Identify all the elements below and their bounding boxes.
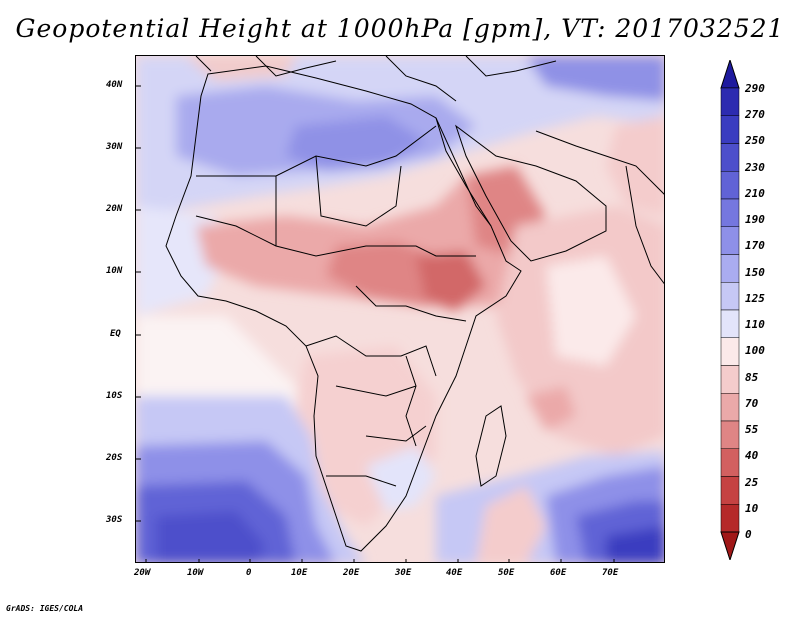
colorbar-label: 125 xyxy=(745,291,765,305)
colorbar-swatch xyxy=(720,448,740,477)
colorbar-top-arrow xyxy=(720,60,740,89)
colorbar-label: 85 xyxy=(745,370,759,384)
lon-label-10e: 10E xyxy=(291,568,308,578)
colorbar-swatch xyxy=(720,171,740,200)
colorbar-label: 250 xyxy=(745,134,765,148)
lon-label-50e: 50E xyxy=(498,568,515,578)
map-title: Geopotential Height at 1000hPa [gpm], VT… xyxy=(15,14,785,43)
colorbar-label: 55 xyxy=(745,423,759,437)
colorbar-swatch xyxy=(720,115,740,144)
grads-credit: GrADS: IGES/COLA xyxy=(6,604,84,613)
colorbar-swatch xyxy=(720,282,740,311)
colorbar-label: 210 xyxy=(745,186,765,200)
lon-label-70e: 70E xyxy=(602,568,619,578)
axis-ticks xyxy=(136,85,615,562)
lon-label-30e: 30E xyxy=(395,568,412,578)
colorbar-label: 110 xyxy=(745,318,765,332)
lon-label-60e: 60E xyxy=(550,568,567,578)
lon-label-40e: 40E xyxy=(446,568,463,578)
colorbar-label: 25 xyxy=(745,475,759,489)
colorbar-swatch xyxy=(720,420,740,449)
colorbar-label: 40 xyxy=(745,449,759,463)
colorbar-swatch xyxy=(720,337,740,366)
lat-label-30n: 30N xyxy=(106,142,123,152)
colorbar-swatch xyxy=(720,198,740,227)
colorbar-label: 100 xyxy=(745,344,765,358)
colorbar-swatch xyxy=(720,254,740,283)
colorbar-swatch xyxy=(720,309,740,338)
colorbar-swatch xyxy=(720,226,740,255)
colorbar-label: 230 xyxy=(745,160,765,174)
geopotential-map xyxy=(135,55,665,563)
colorbar-swatch xyxy=(720,476,740,505)
colorbar-swatch xyxy=(720,504,740,533)
colorbar-label: 270 xyxy=(745,108,765,122)
lat-label-20s: 20S xyxy=(106,453,123,463)
map-canvas xyxy=(136,56,664,562)
lat-label-20n: 20N xyxy=(106,204,123,214)
colorbar-label: 190 xyxy=(745,213,765,227)
colorbar-swatch xyxy=(720,87,740,116)
colorbar-label: 0 xyxy=(745,528,752,541)
colorbar xyxy=(720,60,740,560)
lat-label-eq: EQ xyxy=(110,329,121,339)
colorbar-label: 10 xyxy=(745,501,759,515)
lon-label-0: 0 xyxy=(246,568,252,578)
colorbar-label: 150 xyxy=(745,265,765,279)
colorbar-label: 170 xyxy=(745,239,765,253)
lat-label-10n: 10N xyxy=(106,266,123,276)
lon-label-20e: 20E xyxy=(343,568,360,578)
lat-label-40n: 40N xyxy=(106,80,123,90)
lon-label-10w: 10W xyxy=(187,568,204,578)
colorbar-swatch xyxy=(720,143,740,172)
colorbar-label: 290 xyxy=(745,82,765,95)
colorbar-bottom-arrow xyxy=(720,531,740,560)
lat-label-30s: 30S xyxy=(106,515,123,525)
colorbar-swatch xyxy=(720,393,740,422)
colorbar-label: 70 xyxy=(745,396,759,410)
colorbar-swatch xyxy=(720,365,740,394)
coastlines xyxy=(165,56,664,552)
lon-label-20w: 20W xyxy=(134,568,151,578)
lat-label-10s: 10S xyxy=(106,391,123,401)
